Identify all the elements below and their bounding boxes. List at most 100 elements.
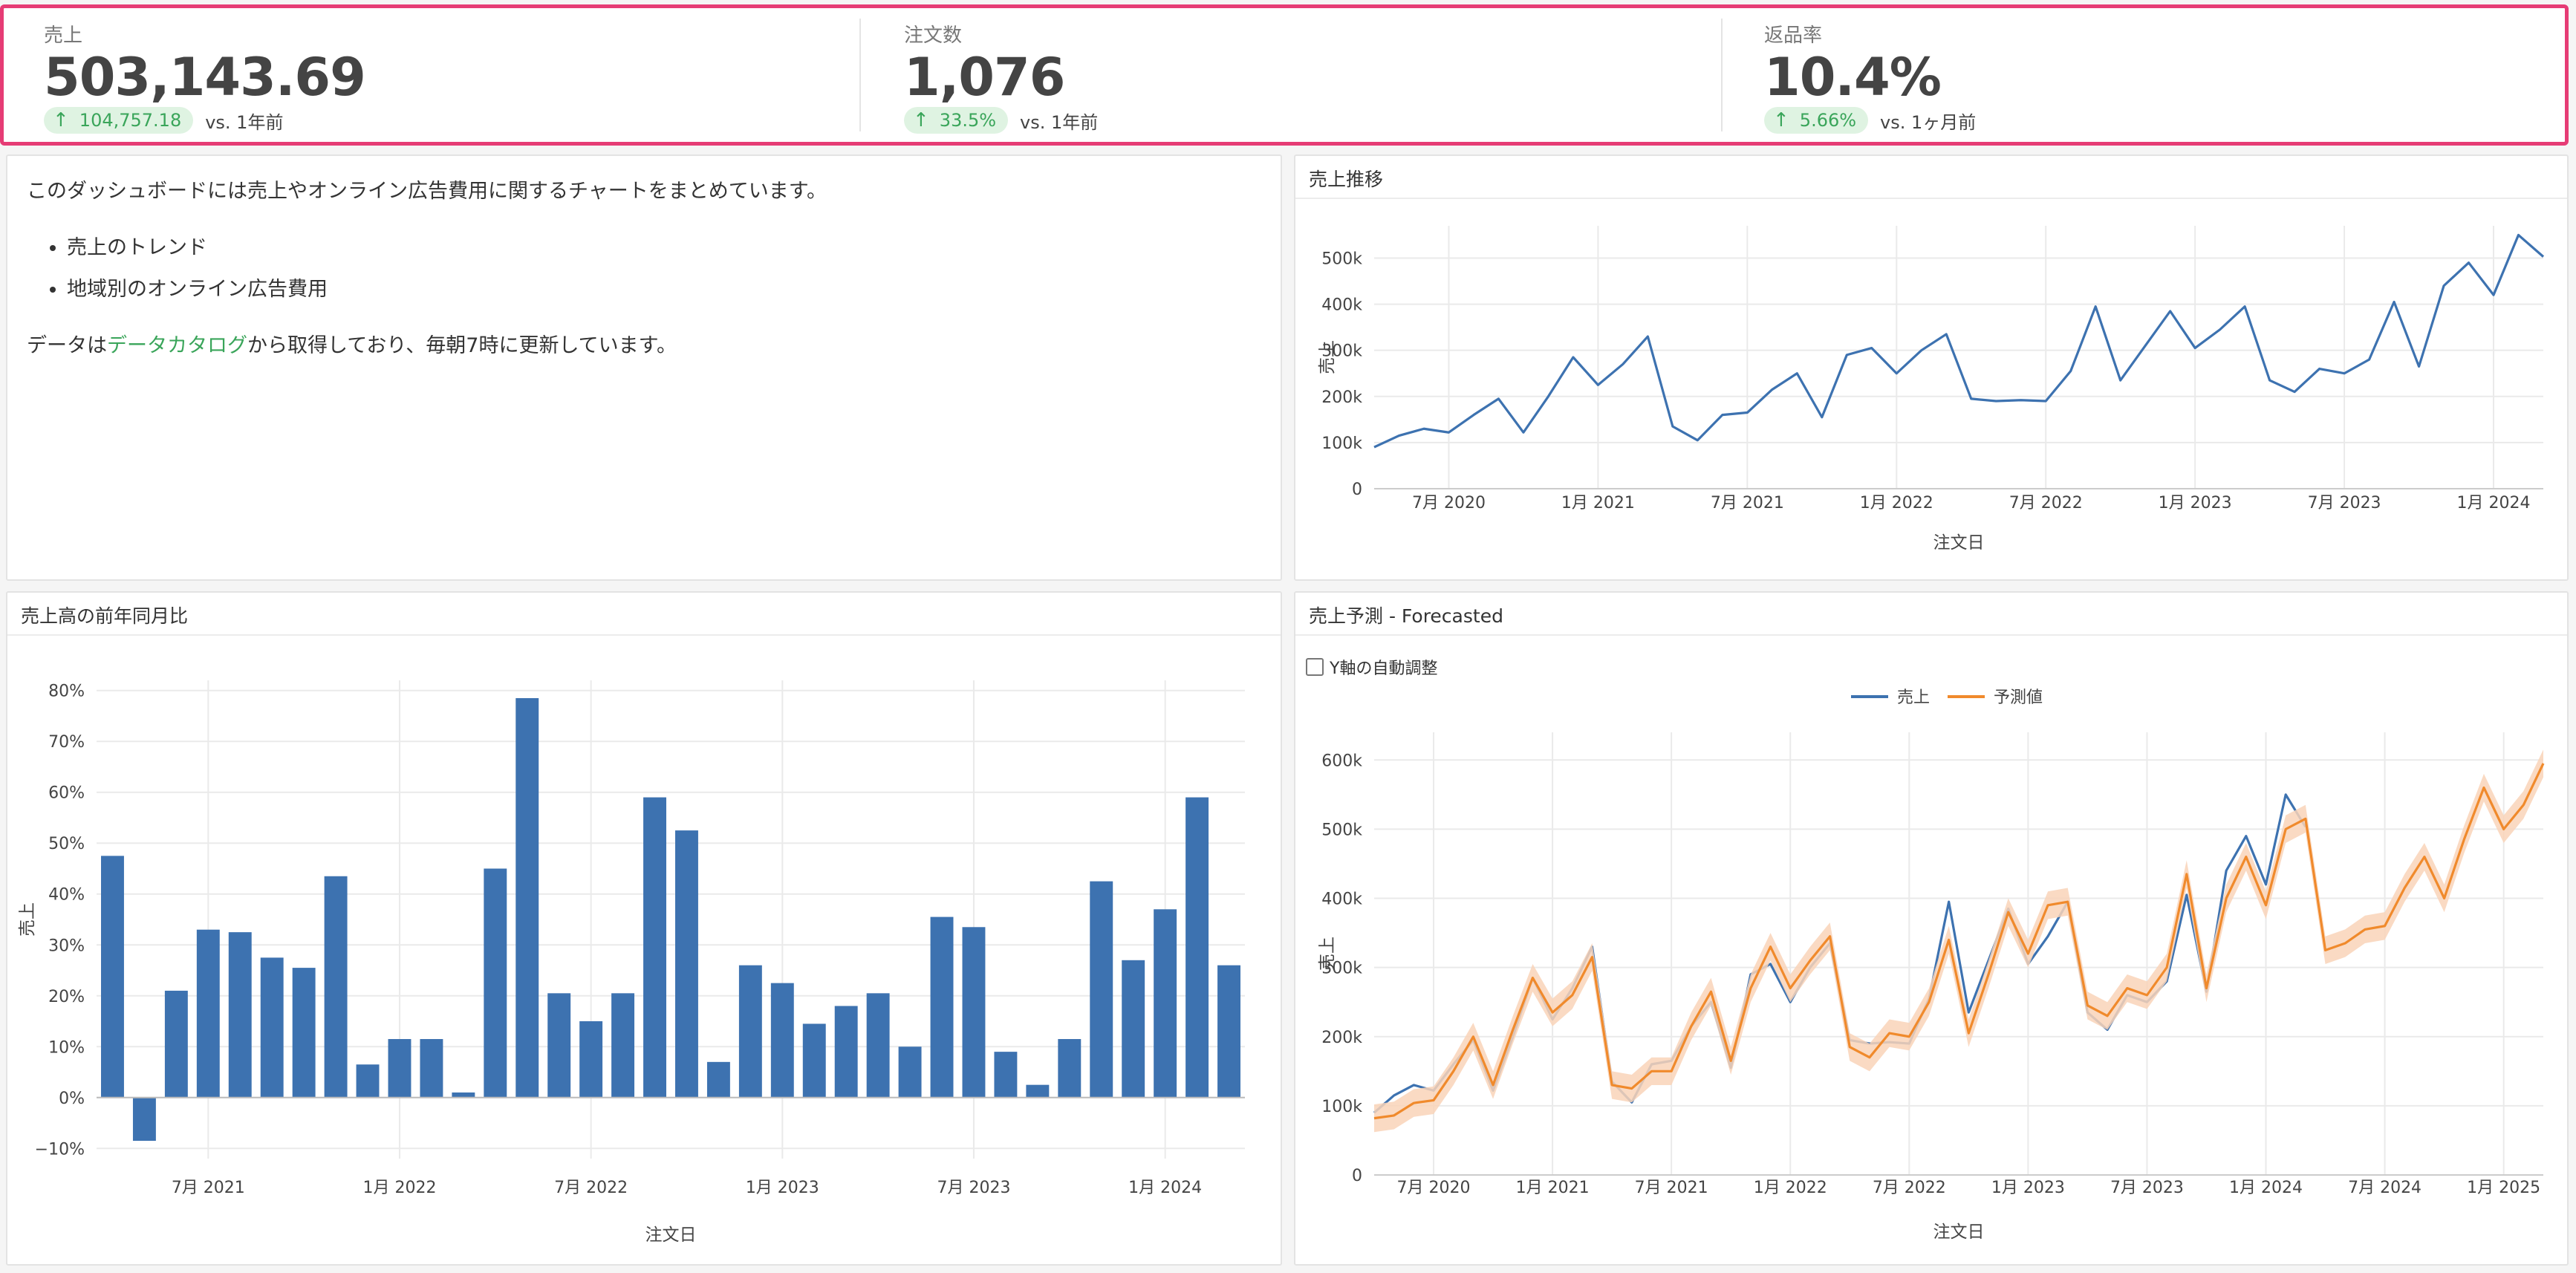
bar-point [611,993,635,1098]
forecast-chart[interactable]: 7月 2020 1月 2021 7月 2021 1月 2022 7月 2022 1月 20… [1295,593,2567,1264]
bar-point [930,917,954,1098]
bar-point [1058,1039,1082,1098]
bar-point [196,929,220,1098]
kpi-card-orders[interactable]: 注文数 1,076 ↑ 33.5% vs. 1年前 [868,8,1720,142]
y-axis-title: 売上 [1318,340,1337,374]
y-tick-label: 30% [48,937,85,955]
y-tick-label: 300k [1321,960,1362,978]
kpi-label: 返品率 [1764,25,1823,47]
panel-title: 売上推移 [1309,169,1384,190]
series-line-forecast [1373,763,2545,1120]
y-tick-label: 60% [48,784,85,803]
bar-point [738,965,762,1098]
kpi-card-return-rate[interactable]: 返品率 10.4% ↑ 5.66% vs. 1ヶ月前 [1728,8,2560,142]
bar-point [579,1021,603,1098]
kpi-value: 10.4% [1764,47,1942,108]
x-tick-label: 1月 2021 [1516,1179,1590,1197]
y-tick-label: 200k [1321,1029,1362,1047]
bar-point [994,1052,1018,1098]
bar-point [388,1039,412,1098]
y-tick-label: 500k [1321,250,1362,268]
kpi-delta-badge: ↑ 33.5% [904,107,1009,134]
x-tick-label: 1月 2025 [2467,1179,2540,1197]
bar-point [675,830,698,1098]
x-tick-label: 7月 2023 [2110,1179,2184,1197]
bar-point [1026,1084,1050,1098]
series-line-sales [1373,233,2545,449]
description-panel: このダッシュボードには売上やオンライン広告費用に関するチャートをまとめています。… [6,154,1282,581]
kpi-label: 売上 [44,25,83,47]
legend-label: 売上 [1897,688,1930,707]
list-item: 地域別のオンライン広告費用 [67,269,1261,310]
x-tick-label: 7月 2022 [1873,1179,1946,1197]
divider [859,19,861,131]
y-tick-label: 600k [1321,752,1362,770]
outro-text: データは [27,334,107,357]
sales-trend-chart[interactable]: 7月 2020 1月 2021 7月 2021 1月 2022 7月 2022 1月 20… [1295,156,2567,579]
description-outro: データはデータカタログから取得しており、毎朝7時に更新しています。 [27,331,1261,361]
kpi-value: 1,076 [904,47,1065,108]
kpi-card-sales[interactable]: 売上 503,143.69 ↑ 104,757.18 vs. 1年前 [8,8,859,142]
x-tick-label: 7月 2023 [937,1179,1010,1197]
bar-point [1217,965,1240,1098]
x-tick-label: 1月 2024 [2457,494,2531,512]
y-tick-label: 100k [1321,1098,1362,1116]
bar-point [866,993,890,1098]
forecast-panel: 売上予測 - Forecasted Y軸の自動調整 7月 2020 1月 2021… [1294,591,2569,1266]
bar-point [260,957,284,1098]
bar-point [802,1023,826,1098]
y-autoscale-toggle[interactable]: Y軸の自動調整 [1306,655,1437,679]
bar-point [962,927,986,1098]
x-tick-label: 7月 2021 [1635,1179,1708,1197]
kpi-delta-badge: ↑ 104,757.18 [44,107,194,134]
y-tick-label: −10% [35,1140,85,1159]
bar-point [898,1046,922,1098]
kpi-summary-row: 売上 503,143.69 ↑ 104,757.18 vs. 1年前 注文数 1,… [0,4,2569,146]
y-tick-label: 70% [48,733,85,752]
y-autoscale-checkbox[interactable] [1306,658,1324,676]
kpi-comparison: vs. 1年前 [205,111,284,133]
bar-point [1090,881,1113,1098]
bar-point [228,932,252,1098]
list-item: 売上のトレンド [67,227,1261,269]
bar-point [1154,909,1177,1098]
arrow-up-icon: ↑ [1773,109,1789,131]
description-list: 売上のトレンド 地域別のオンライン広告費用 [27,227,1261,310]
bar-point [484,868,507,1098]
y-tick-label: 0% [59,1090,85,1108]
divider [1295,198,2567,199]
y-tick-label: 400k [1321,891,1362,909]
legend-label: 予測値 [1994,688,2043,707]
sales-trend-panel: 売上推移 7月 2020 1月 2021 7月 2021 1月 2022 7月 2022… [1294,154,2569,581]
x-tick-label: 7月 2020 [1412,494,1486,512]
x-tick-label: 1月 2024 [1128,1179,1202,1197]
x-tick-label: 7月 2021 [172,1179,245,1197]
arrow-up-icon: ↑ [913,109,929,131]
kpi-delta-value: 5.66% [1799,110,1857,131]
divider [1295,634,2567,636]
x-axis-title: 注文日 [1933,1222,1985,1242]
y-axis-title: 売上 [1318,937,1337,971]
bar-point [132,1097,156,1142]
x-tick-label: 7月 2022 [2009,494,2083,512]
series-line-sales [1373,793,2307,1114]
bar-point [643,797,666,1098]
y-tick-label: 20% [48,988,85,1006]
y-tick-label: 100k [1321,434,1362,453]
x-tick-label: 7月 2024 [2348,1179,2421,1197]
x-tick-label: 1月 2022 [362,1179,436,1197]
x-tick-label: 7月 2023 [2308,494,2381,512]
x-tick-label: 1月 2021 [1561,494,1635,512]
y-axis-title: 売上 [18,902,37,937]
y-tick-label: 200k [1321,388,1362,407]
x-tick-label: 1月 2023 [746,1179,819,1197]
forecast-confidence-band [1374,749,2543,1133]
x-tick-label: 7月 2020 [1397,1179,1471,1197]
divider [1721,19,1723,131]
x-axis-title: 注文日 [1933,533,1985,553]
yoy-bar-chart[interactable]: 7月 2021 1月 2022 7月 2022 1月 2023 7月 2023 1月 20… [7,593,1281,1264]
kpi-delta-badge: ↑ 5.66% [1764,107,1869,134]
data-catalog-link[interactable]: データカタログ [107,334,247,357]
bar-point [706,1061,730,1098]
y-tick-label: 400k [1321,296,1362,315]
